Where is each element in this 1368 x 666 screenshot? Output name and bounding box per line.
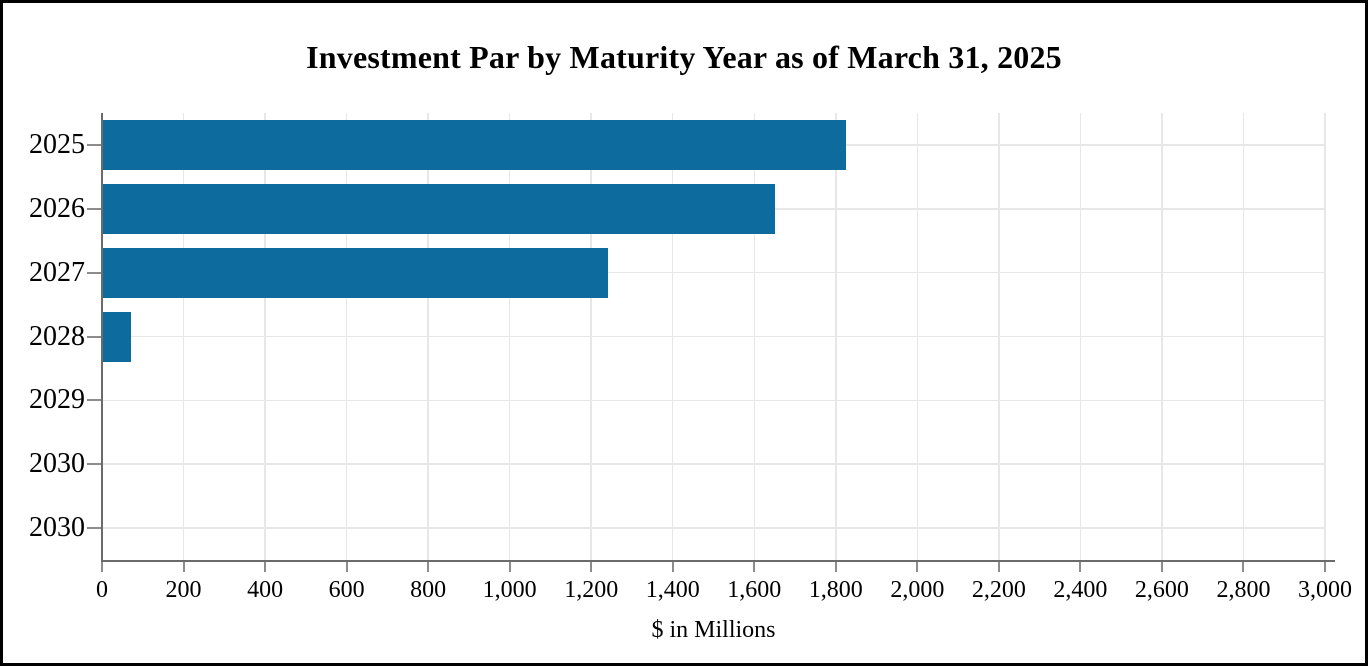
x-tick-mark	[671, 562, 674, 572]
x-tick-mark	[508, 562, 511, 572]
chart-title: Investment Par by Maturity Year as of Ma…	[306, 39, 1062, 75]
x-gridline	[1324, 113, 1326, 560]
x-tick-label: 2,400	[1053, 577, 1108, 603]
x-tick-label: 200	[165, 577, 202, 603]
y-tick-mark	[87, 399, 102, 402]
x-tick-label: 3,000	[1298, 577, 1352, 603]
x-tick-label: 1,800	[808, 577, 863, 603]
x-axis-title: $ in Millions	[651, 617, 776, 643]
x-tick-label: 1,000	[482, 577, 537, 603]
y-tick-mark	[87, 335, 102, 338]
x-tick-label: 600	[328, 577, 365, 603]
y-tick-mark	[87, 207, 102, 210]
x-tick-label: 2,000	[890, 577, 945, 603]
x-tick-label: 1,400	[645, 577, 700, 603]
x-tick-label: 400	[247, 577, 284, 603]
y-gridline	[102, 463, 1325, 465]
x-tick-mark	[345, 562, 348, 572]
x-tick-mark	[1242, 562, 1245, 572]
x-tick-mark	[182, 562, 185, 572]
x-tick-mark	[427, 562, 430, 572]
y-tick-label: 2029	[29, 384, 85, 416]
x-tick-mark	[264, 562, 267, 572]
y-tick-label: 2027	[29, 256, 85, 288]
x-tick-mark	[997, 562, 1000, 572]
x-tick-label: 2,200	[971, 577, 1026, 603]
y-gridline	[102, 399, 1325, 402]
bar	[102, 119, 846, 170]
x-tick-mark	[753, 562, 756, 572]
x-tick-mark	[1324, 562, 1326, 572]
x-tick-label: 1,600	[727, 577, 782, 603]
x-axis-line	[101, 560, 1335, 562]
x-tick-label: 2,800	[1216, 577, 1271, 603]
y-tick-label: 2028	[29, 320, 85, 352]
y-gridline	[102, 335, 1325, 338]
x-tick-label: 0	[96, 577, 108, 603]
y-tick-mark	[87, 463, 102, 466]
x-tick-label: 2,600	[1134, 577, 1189, 603]
plot-area: 0 200 400 600 800 1,000 1,200 1,400 1,600 1,800 2,…	[29, 113, 1352, 603]
x-tick-mark	[590, 562, 593, 572]
bar	[102, 183, 775, 234]
y-tick-mark	[87, 527, 102, 530]
x-tick-mark	[1079, 562, 1082, 572]
y-tick-label: 2025	[29, 128, 85, 160]
y-gridline	[102, 271, 1325, 274]
y-tick-label: 2030	[29, 448, 85, 480]
bar	[102, 247, 608, 298]
x-tick-mark	[916, 562, 919, 572]
x-tick-label: 800	[410, 577, 447, 603]
x-tick-mark	[834, 562, 837, 572]
y-tick-label: 2026	[29, 192, 85, 224]
y-axis-line	[101, 113, 103, 560]
x-tick-mark	[101, 562, 103, 572]
x-tick-mark	[1160, 562, 1163, 572]
bar	[102, 311, 131, 362]
y-tick-label: 2030	[29, 512, 85, 544]
y-tick-mark	[87, 271, 102, 274]
y-gridline	[102, 527, 1325, 529]
y-tick-mark	[87, 143, 102, 146]
x-tick-label: 1,200	[564, 577, 619, 603]
